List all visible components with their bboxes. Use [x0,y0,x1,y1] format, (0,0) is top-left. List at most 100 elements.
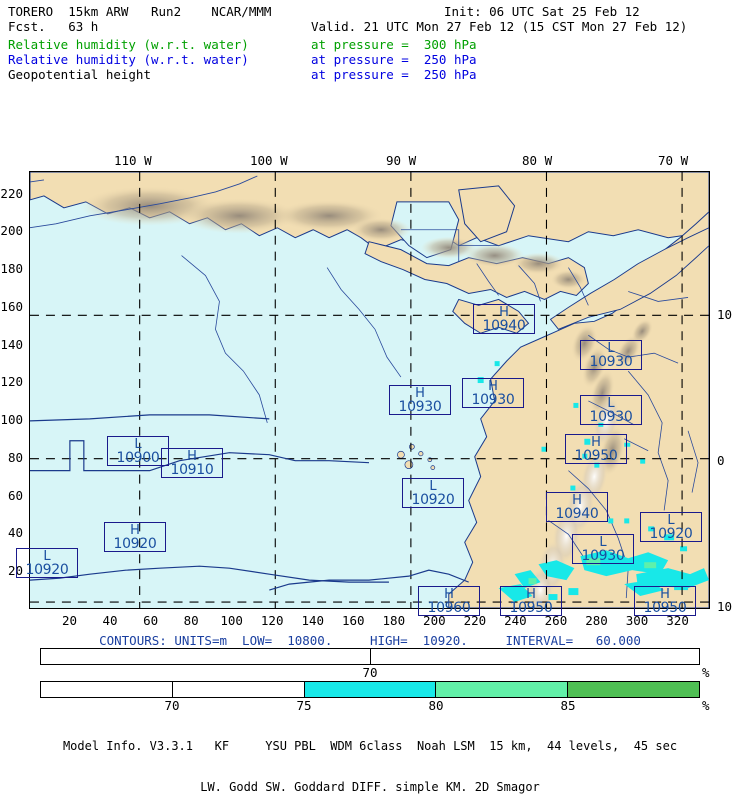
y-axis-label-5: 120 [0,374,23,390]
x-axis-label-12: 260 [544,613,568,628]
contour-label-l-3: L 10920 [16,548,78,578]
colorbar-bottom-segment-3 [436,682,569,697]
x-axis-label-0: 20 [62,613,78,628]
contour-type-6: L [429,479,437,494]
contour-type-11: H [572,493,582,508]
y-axis-label-6: 140 [0,336,23,352]
init-time: Init: 06 UTC Sat 25 Feb 12 [444,4,640,19]
contour-value-6: 10920 [411,492,455,508]
contour-label-h-11: H 10940 [546,492,608,522]
top-lon-label-0: 110 W [114,153,152,168]
contour-type-2: H [130,523,140,538]
contour-info-line: CONTOURS: UNITS=m LOW= 10800. HIGH= 1092… [99,633,641,648]
x-axis-label-8: 180 [382,613,406,628]
x-axis-label-7: 160 [341,613,365,628]
header-block: TORERO 15km ARW Run2 NCAR/MMM Init: 06 U… [0,0,740,96]
contour-value-4: 10930 [398,399,442,415]
top-lon-label-1: 100 W [250,153,288,168]
colorbar-bottom-segment-4 [568,682,699,697]
contour-type-15: H [526,587,536,602]
contour-value-11: 10940 [555,506,599,522]
colorbar-bottom-tick-2: 80 [428,698,444,713]
y-axis-label-3: 80 [7,449,23,465]
contour-value-0: 10900 [116,450,160,466]
contour-type-9: L [607,396,615,411]
right-lat-label-2: 10 S [717,599,740,614]
top-lon-label-4: 70 W [658,153,689,168]
y-axis-label-9: 200 [0,223,23,239]
contour-label-h-1: H 10910 [161,448,223,478]
x-axis-label-4: 100 [220,613,243,628]
x-axis-label-3: 80 [183,613,199,628]
contour-label-h-14: H 10960 [418,586,480,616]
colorbar-bottom-unit: % [702,698,710,713]
contour-value-14: 10960 [427,600,471,616]
contour-label-l-0: L 10900 [107,436,169,466]
contour-type-3: L [43,549,51,564]
x-axis-label-5: 120 [260,613,284,628]
contour-value-2: 10920 [113,536,157,552]
contour-label-h-5: H 10930 [462,378,524,408]
colorbar-top-segment-1 [370,649,699,664]
field-3-level: at pressure = 250 hPa [311,67,477,82]
contour-label-h-16: H 10950 [634,586,696,616]
field-1-name: Relative humidity (w.r.t. water) [8,37,249,52]
x-axis-label-2: 60 [143,613,159,628]
contour-value-10: 10950 [574,448,618,464]
right-lat-label-1: 0 [717,453,725,468]
forecast-hour: Fcst. 63 h [8,19,99,34]
colorbar-top-ticks: 70 [40,665,700,680]
map-plot-area[interactable] [29,171,710,609]
contour-type-14: H [444,587,454,602]
contour-label-h-7: H 10940 [473,304,535,334]
y-axis-label-10: 220 [0,185,23,201]
y-axis-label-7: 160 [0,298,23,314]
x-axis-label-14: 300 [625,613,649,628]
contour-label-h-15: H 10950 [500,586,562,616]
field-2-name: Relative humidity (w.r.t. water) [8,52,249,67]
contour-type-12: L [599,535,607,550]
contour-value-1: 10910 [170,462,214,478]
x-axis-label-9: 200 [423,613,446,628]
field-3-name: Geopotential height [8,67,151,82]
contour-label-l-8: L 10930 [580,340,642,370]
y-axis-label-2: 60 [7,487,23,503]
x-axis-label-13: 280 [585,613,608,628]
colorbar-top-segment-0 [41,649,371,664]
colorbar-top-unit: % [702,665,710,680]
field-1-level: at pressure = 300 hPa [311,37,477,52]
x-axis-label-15: 320 [666,613,689,628]
contour-type-13: L [667,513,675,528]
contour-type-8: L [607,341,615,356]
colorbar-bottom-segment-1 [172,682,305,697]
colorbar-bottom[interactable] [40,681,700,698]
contour-type-0: L [134,437,142,452]
contour-type-5: H [488,379,498,394]
y-axis-label-4: 100 [0,412,23,428]
contour-value-13: 10920 [649,526,693,542]
colorbar-bottom-tick-0: 70 [164,698,180,713]
right-lat-label-0: 10 N [717,307,740,322]
y-axis-label-0: 20 [7,563,23,579]
contour-value-15: 10950 [509,600,553,616]
contour-value-12: 10930 [581,548,625,564]
x-axis-label-10: 220 [463,613,487,628]
colorbar-bottom-tick-3: 85 [560,698,576,713]
colorbar-bottom-tick-1: 75 [296,698,312,713]
colorbar-top[interactable] [40,648,700,665]
contour-type-1: H [187,449,197,464]
x-axis-label-1: 40 [102,613,118,628]
contour-label-h-10: H 10950 [565,434,627,464]
contour-value-16: 10950 [643,600,687,616]
y-axis-label-8: 180 [0,261,23,277]
contour-label-h-2: H 10920 [104,522,166,552]
contour-value-8: 10930 [589,354,633,370]
contour-label-l-9: L 10930 [580,395,642,425]
contour-label-l-13: L 10920 [640,512,702,542]
colorbar-bottom-segment-2 [304,682,437,697]
contour-value-3: 10920 [25,562,69,578]
model-info-line-1: Model Info. V3.3.1 KF YSU PBL WDM 6class… [62,738,678,753]
colorbar-bottom-segment-0 [41,682,173,697]
contour-type-4: H [415,386,425,401]
contour-type-10: H [591,435,601,450]
